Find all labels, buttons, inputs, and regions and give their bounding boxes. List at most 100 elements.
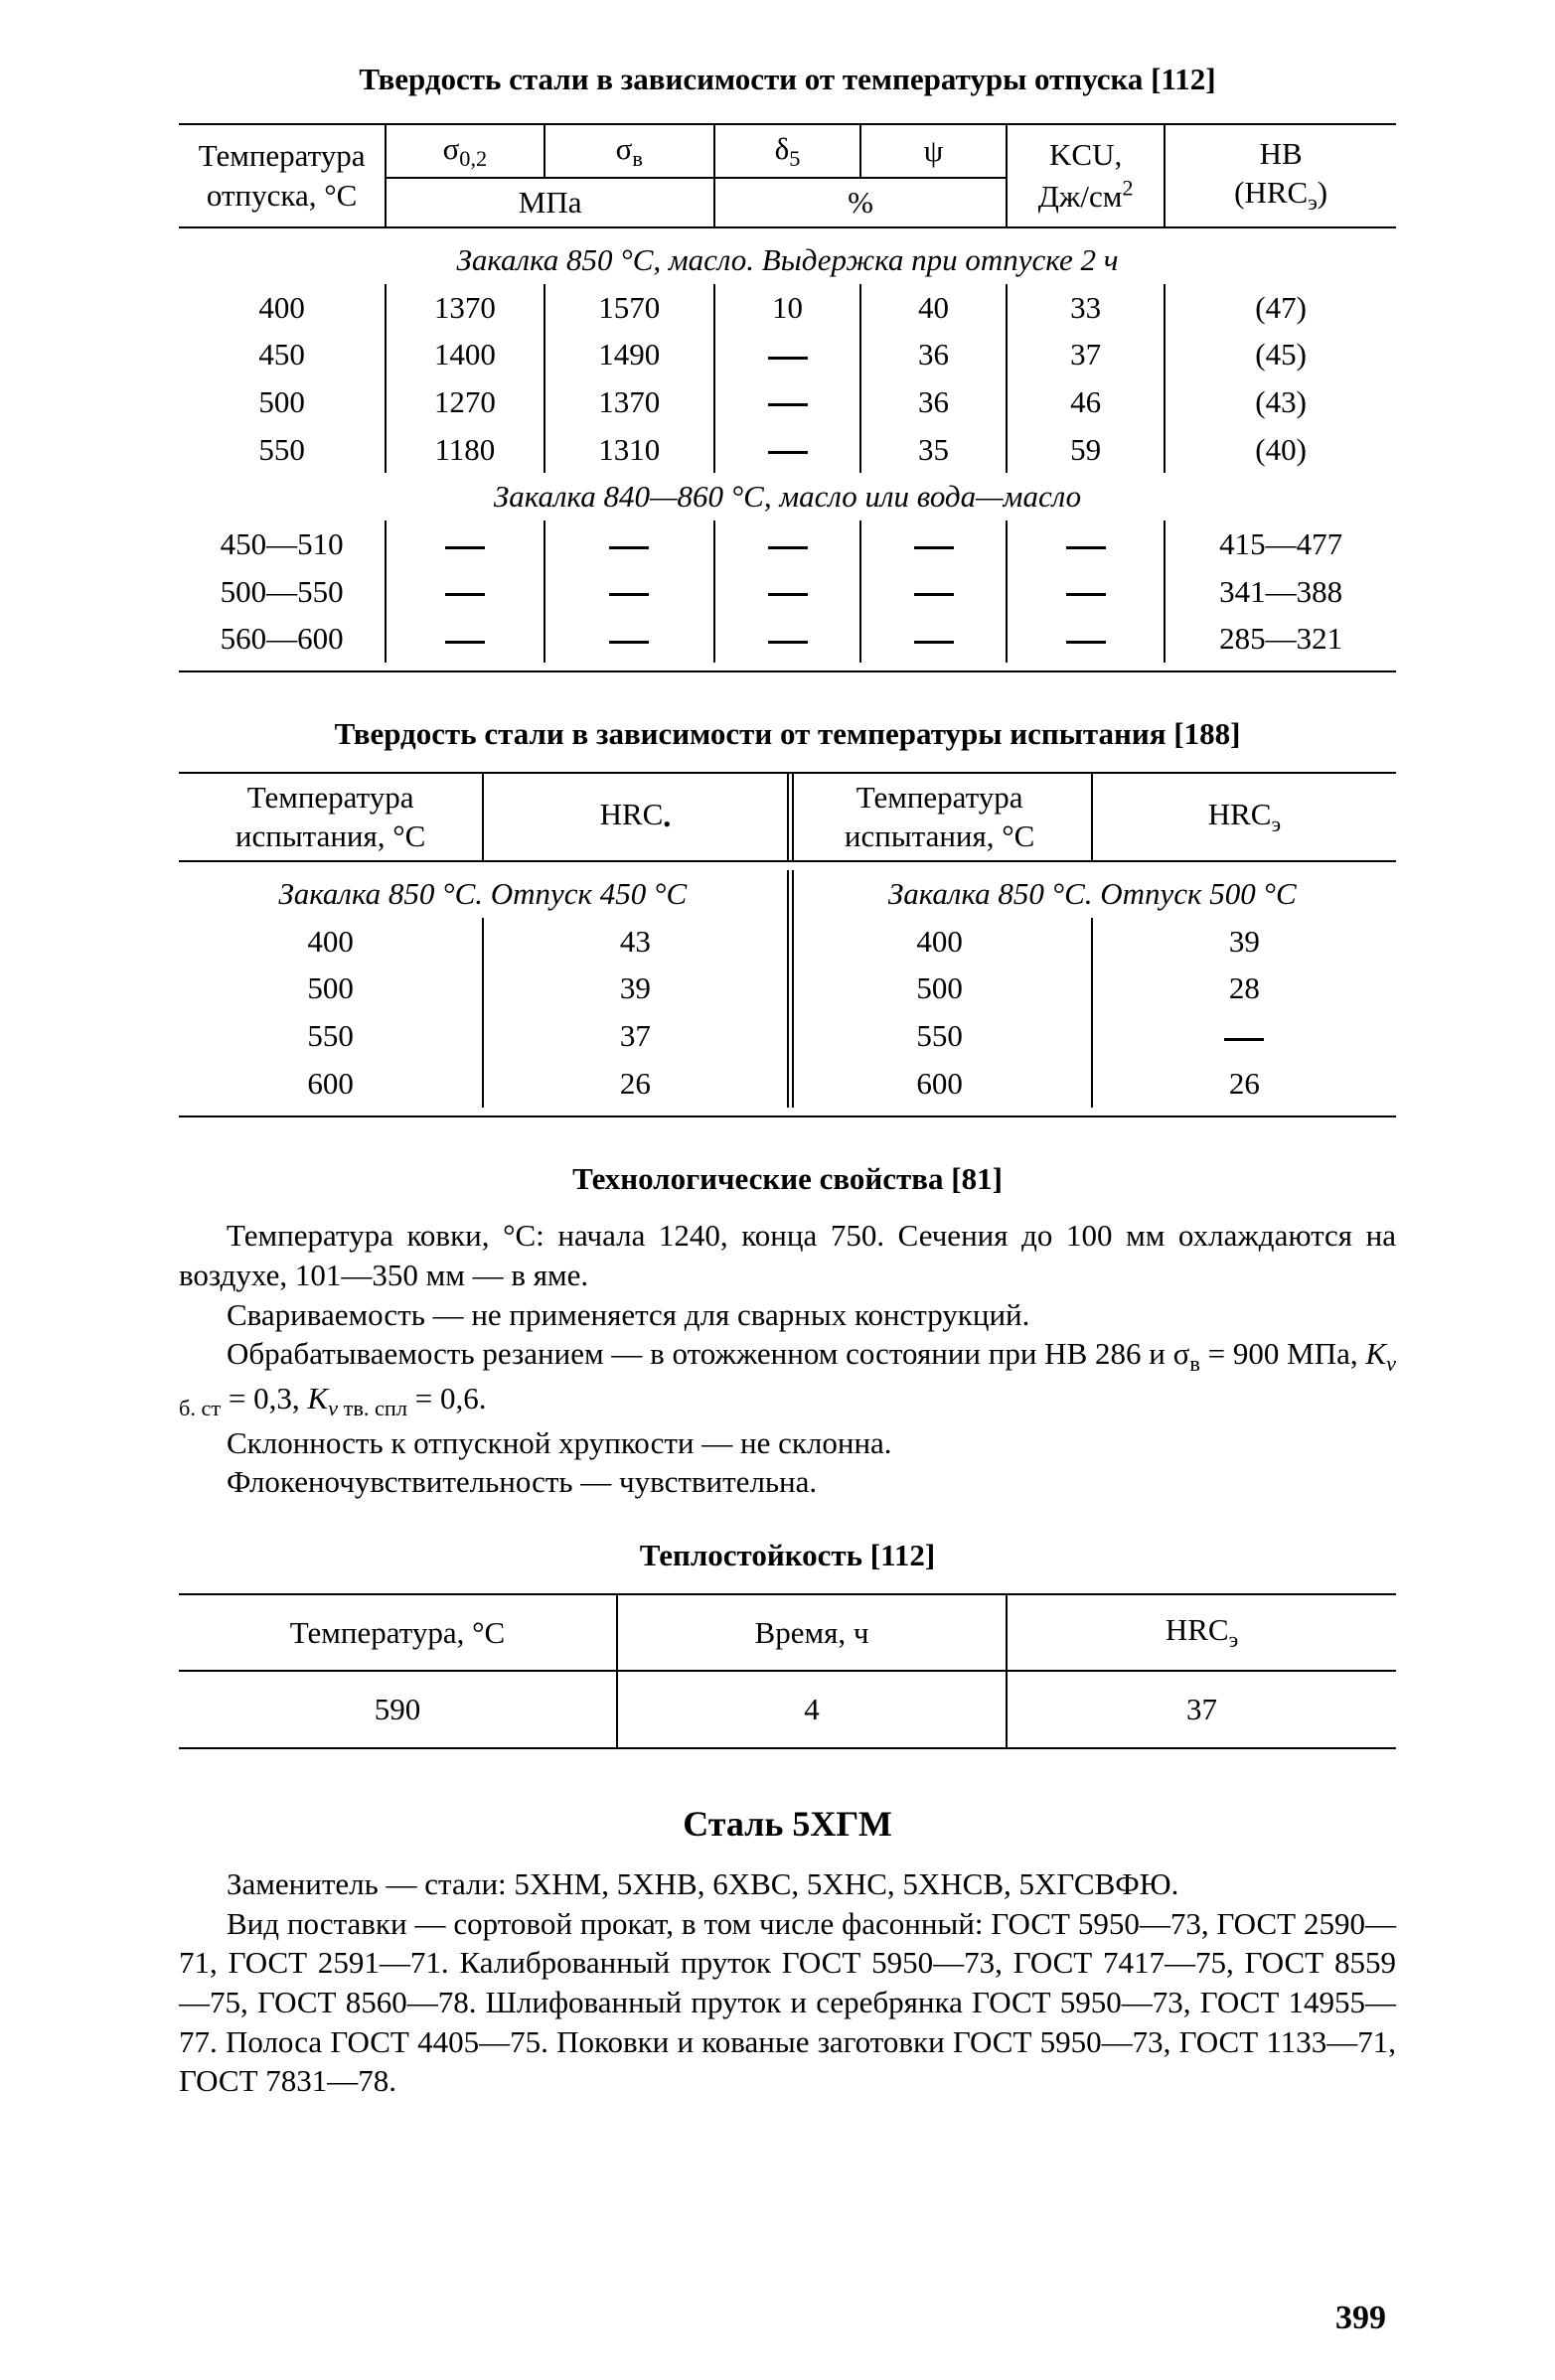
tech-p5: Флокеночувствительность — чувствительна. [179, 1462, 1396, 1502]
c-kcu [1007, 568, 1165, 616]
t1-h-kcu-bot: Дж/см2 [1038, 179, 1134, 214]
c-t: 500—550 [179, 568, 386, 616]
t2-h-r1-bottom: испытания, °С [845, 818, 1034, 853]
c-t: 550 [179, 426, 386, 474]
c-psi [860, 615, 1007, 663]
t3-h2: Время, ч [617, 1594, 1007, 1672]
t3-h3: HRCэ [1007, 1594, 1396, 1672]
c-d: 10 [714, 284, 860, 332]
l-v: 26 [483, 1060, 787, 1108]
steel-p1: Заменитель — стали: 5ХНМ, 5ХНВ, 6ХВС, 5Х… [179, 1864, 1396, 1904]
table1: Температура отпуска, °С σ0,2 σв δ5 ψ KCU… [179, 123, 1396, 680]
c-s02 [386, 615, 544, 663]
t2-row: 400 43 400 39 [179, 918, 1396, 966]
t2-h-r2: HRCэ [1092, 773, 1396, 861]
tech-p4: Склонность к отпускной хрупкости — не ск… [179, 1423, 1396, 1463]
t1-h-pct: % [714, 178, 1007, 227]
c-hb: (40) [1165, 426, 1396, 474]
c-s02: 1370 [386, 284, 544, 332]
c-sb: 1310 [544, 426, 715, 474]
c-hb: (45) [1165, 331, 1396, 378]
c-d [714, 568, 860, 616]
t2-h-l1: Температура испытания, °С [179, 773, 483, 861]
t1-h-delta: δ5 [714, 124, 860, 179]
l-t: 400 [179, 918, 483, 966]
t2-h-l2: HRC• [483, 773, 787, 861]
t2-row: 550 37 550 [179, 1012, 1396, 1060]
r-t: 550 [788, 1012, 1092, 1060]
c-s02: 1270 [386, 378, 544, 426]
page: Твердость стали в зависимости от темпера… [0, 0, 1555, 2380]
t1-h-col1-top: Температура [199, 138, 366, 173]
t1-g2-row: 450—510 415—477 [179, 521, 1396, 568]
r-v [1092, 1012, 1396, 1060]
c-psi [860, 521, 1007, 568]
t3-c2: 4 [617, 1671, 1007, 1748]
c-sb: 1570 [544, 284, 715, 332]
c-kcu [1007, 521, 1165, 568]
t1-h-psi: ψ [860, 124, 1007, 179]
t1-h-kcu: KCU, Дж/см2 [1007, 124, 1165, 227]
steel-p2: Вид поставки — сортовой прокат, в том чи… [179, 1904, 1396, 2101]
c-d [714, 426, 860, 474]
c-sb [544, 568, 715, 616]
t2-body: 400 43 400 39 500 39 500 28 550 37 550 6… [179, 918, 1396, 1108]
t1-g2-row: 560—600 285—321 [179, 615, 1396, 663]
c-sb [544, 615, 715, 663]
t1-g1-row: 400 1370 1570 10 40 33 (47) [179, 284, 1396, 332]
r-t: 500 [788, 965, 1092, 1012]
page-number: 399 [1335, 2297, 1386, 2340]
c-d [714, 378, 860, 426]
c-psi: 40 [860, 284, 1007, 332]
t3-c1: 590 [179, 1671, 617, 1748]
t2-h-l1-bottom: испытания, °С [235, 818, 425, 853]
tech-p3: Обрабатываемость резанием — в отожженном… [179, 1334, 1396, 1422]
c-hb: 341—388 [1165, 568, 1396, 616]
c-psi: 36 [860, 331, 1007, 378]
t1-h-hb: HB (HRCэ) [1165, 124, 1396, 227]
table1-title: Твердость стали в зависимости от темпера… [179, 60, 1396, 99]
r-v: 26 [1092, 1060, 1396, 1108]
t1-g1-body: 400 1370 1570 10 40 33 (47) 450 1400 149… [179, 284, 1396, 474]
tech-p2: Свариваемость — не применяется для сварн… [179, 1295, 1396, 1335]
c-kcu: 46 [1007, 378, 1165, 426]
table2: Температура испытания, °С HRC• Температу… [179, 772, 1396, 1125]
t1-h-mpa: МПа [386, 178, 714, 227]
t1-g2-caption: Закалка 840—860 °С, масло или вода—масло [179, 473, 1396, 521]
t2-row: 600 26 600 26 [179, 1060, 1396, 1108]
c-hb: 285—321 [1165, 615, 1396, 663]
c-s02 [386, 568, 544, 616]
t1-g1-row: 450 1400 1490 36 37 (45) [179, 331, 1396, 378]
t1-g1-caption: Закалка 850 °С, масло. Выдержка при отпу… [179, 236, 1396, 284]
c-hb: 415—477 [1165, 521, 1396, 568]
t2-h-l1-top: Температура [247, 780, 414, 815]
tech-p1: Температура ковки, °С: начала 1240, конц… [179, 1216, 1396, 1294]
t1-g2-row: 500—550 341—388 [179, 568, 1396, 616]
table3: Температура, °С Время, ч HRCэ 590 4 37 [179, 1593, 1396, 1757]
c-d [714, 521, 860, 568]
r-v: 39 [1092, 918, 1396, 966]
c-sb [544, 521, 715, 568]
t1-h-hb-top: HB [1260, 136, 1303, 171]
t3-c3: 37 [1007, 1671, 1396, 1748]
t1-h-hb-bot: (HRCэ) [1234, 175, 1327, 210]
c-t: 560—600 [179, 615, 386, 663]
t3-h1: Температура, °С [179, 1594, 617, 1672]
t2-row: 500 39 500 28 [179, 965, 1396, 1012]
table2-title: Твердость стали в зависимости от темпера… [179, 714, 1396, 754]
l-t: 550 [179, 1012, 483, 1060]
c-d [714, 615, 860, 663]
c-s02: 1180 [386, 426, 544, 474]
l-v: 37 [483, 1012, 787, 1060]
table3-title: Теплостойкость [112] [179, 1536, 1396, 1575]
c-sb: 1370 [544, 378, 715, 426]
t1-g2-body: 450—510 415—477 500—550 341—388 560—600 [179, 521, 1396, 663]
c-d [714, 331, 860, 378]
l-t: 500 [179, 965, 483, 1012]
t1-g1-row: 500 1270 1370 36 46 (43) [179, 378, 1396, 426]
t1-h-kcu-top: KCU, [1049, 137, 1122, 172]
c-psi [860, 568, 1007, 616]
r-t: 600 [788, 1060, 1092, 1108]
c-psi: 36 [860, 378, 1007, 426]
t2-h-r1-top: Температура [856, 780, 1023, 815]
